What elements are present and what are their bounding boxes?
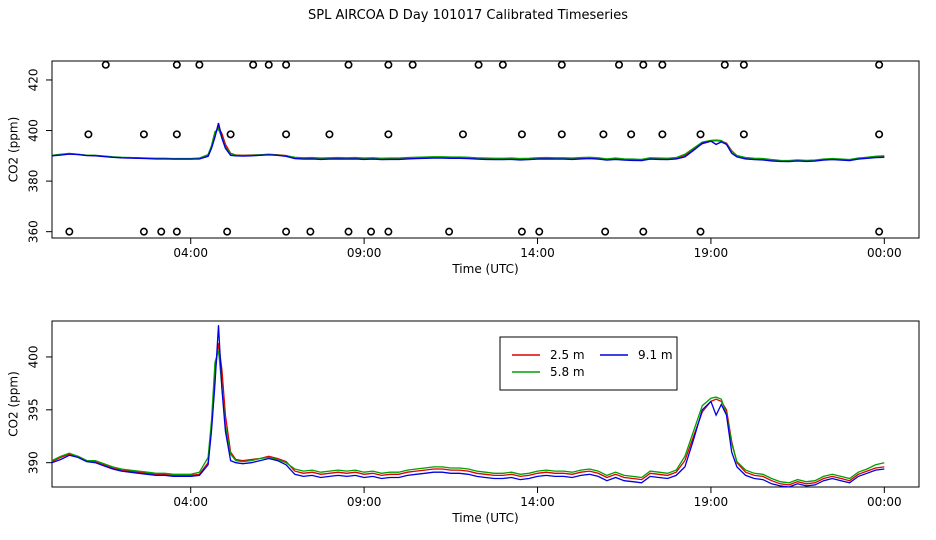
chart-title: SPL AIRCOA D Day 101017 Calibrated Times… [307,8,628,23]
calibration-point [557,130,566,139]
calibration-point [615,60,624,69]
legend-label: 2.5 m [550,348,585,362]
x-axis-title: Time (UTC) [451,262,518,276]
x-tick-label: 09:00 [347,246,382,260]
x-tick-label: 14:00 [520,246,555,260]
calibration-point [458,130,467,139]
calibration-point [739,60,748,69]
series-line-9.1m [52,325,885,487]
calibration-point [157,227,166,236]
legend-box [499,336,678,391]
series-line-5.8m [52,127,885,162]
calibration-point [101,60,110,69]
calibration-point [172,227,181,236]
x-tick-label: 14:00 [520,495,555,509]
x-tick-label: 00:00 [867,246,902,260]
calibration-point [658,130,667,139]
plot-frame [51,60,920,239]
calibration-point [223,227,232,236]
legend-label: 5.8 m [550,365,585,379]
calibration-point [226,130,235,139]
calibration-point [557,60,566,69]
calibration-point [535,227,544,236]
calibration-point [249,60,258,69]
calibration-point [627,130,636,139]
panel-top: 04:00 09:00 14:00 19:00 00:00 360 380 400 420 Tim… [7,60,920,276]
series-line-5.8m [52,350,885,484]
calibration-point [384,227,393,236]
calibration-point [384,130,393,139]
calibration-point [696,130,705,139]
calibration-point [384,60,393,69]
y-tick-label: 400 [27,119,41,142]
calibration-point [172,60,181,69]
calibration-point [720,60,729,69]
panel-bottom: 04:00 09:00 14:00 19:00 00:00 390 395 400 Time (… [7,320,920,525]
calibration-point [367,227,376,236]
calibration-point [408,60,417,69]
x-tick-label: 00:00 [867,495,902,509]
calibration-point [264,60,273,69]
calibration-point [474,60,483,69]
y-tick-label: 380 [27,170,41,193]
x-tick-label: 04:00 [173,246,208,260]
calibration-point [282,130,291,139]
x-tick-label: 09:00 [347,495,382,509]
y-tick-label: 395 [27,398,41,421]
legend-label: 9.1 m [638,348,673,362]
x-tick-label: 04:00 [173,495,208,509]
series-line-2.5m [52,343,885,486]
calibration-point [84,130,93,139]
calibration-point [282,227,291,236]
calibration-point [639,227,648,236]
calibration-point [601,227,610,236]
calibration-point [344,227,353,236]
calibration-point [599,130,608,139]
calibration-point [639,60,648,69]
calibration-point [658,60,667,69]
calibration-point [306,227,315,236]
calibration-point [875,227,884,236]
calibration-point [344,60,353,69]
calibration-point [195,60,204,69]
y-tick-label: 390 [27,451,41,474]
calibration-point [517,130,526,139]
legend: 2.5 m 9.1 m 5.8 m [499,336,678,391]
x-tick-label: 19:00 [694,495,729,509]
calibration-point [282,60,291,69]
x-tick-label: 19:00 [694,246,729,260]
calibration-point [139,227,148,236]
y-tick-label: 400 [27,345,41,368]
calibration-point [517,227,526,236]
calibration-point [875,130,884,139]
series-line-9.1m [52,122,885,163]
calibration-point [139,130,148,139]
calibration-point [739,130,748,139]
calibration-point [325,130,334,139]
y-axis-title: CO2 (ppm) [7,371,21,437]
y-tick-label: 360 [27,220,41,243]
calibration-point [498,60,507,69]
calibration-point [696,227,705,236]
y-tick-label: 420 [27,69,41,92]
y-axis-title: CO2 (ppm) [7,117,21,183]
x-axis-title: Time (UTC) [451,511,518,525]
calibration-point [172,130,181,139]
plot-frame [51,320,920,488]
series-line-2.5m [52,125,885,162]
calibration-point [65,227,74,236]
calibration-point [875,60,884,69]
calibration-point [445,227,454,236]
